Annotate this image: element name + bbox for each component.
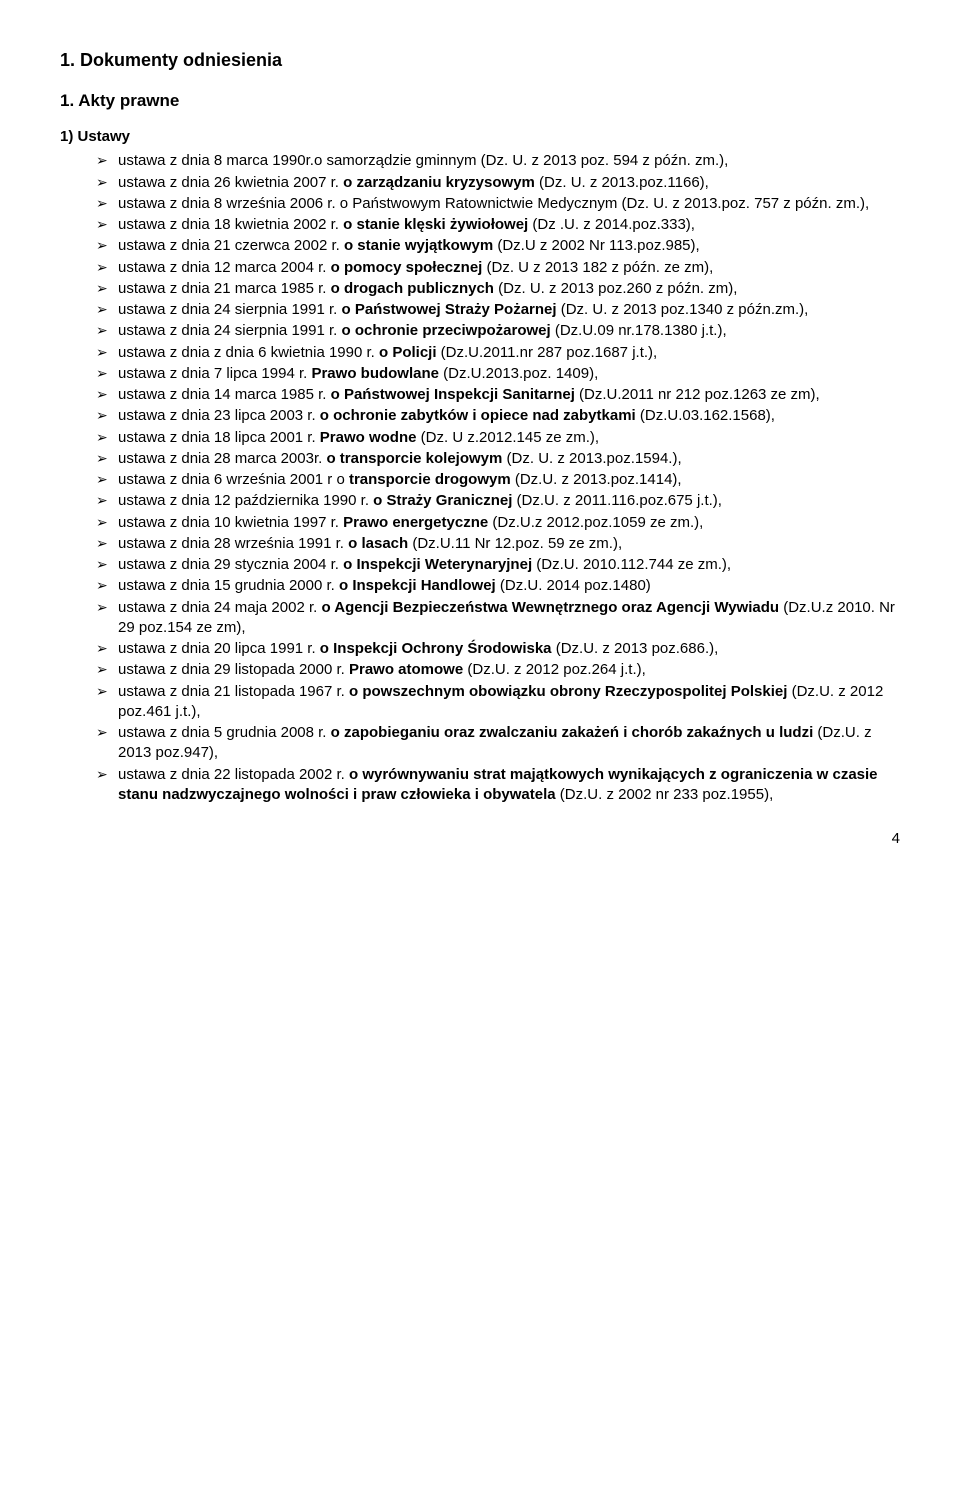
law-item: ustawa z dnia 29 listopada 2000 r. Prawo… (96, 660, 900, 680)
law-item: ustawa z dnia 28 września 1991 r. o lasa… (96, 534, 900, 554)
law-item: ustawa z dnia 21 marca 1985 r. o drogach… (96, 279, 900, 299)
law-item: ustawa z dnia 21 czerwca 2002 r. o stani… (96, 236, 900, 256)
law-item: ustawa z dnia 22 listopada 2002 r. o wyr… (96, 765, 900, 806)
law-item: ustawa z dnia 10 kwietnia 1997 r. Prawo … (96, 513, 900, 533)
law-item: ustawa z dnia 14 marca 1985 r. o Państwo… (96, 385, 900, 405)
law-item: ustawa z dnia 20 lipca 1991 r. o Inspekc… (96, 639, 900, 659)
law-item: ustawa z dnia 29 stycznia 2004 r. o Insp… (96, 555, 900, 575)
page-number: 4 (60, 829, 900, 849)
law-item: ustawa z dnia 28 marca 2003r. o transpor… (96, 449, 900, 469)
law-item: ustawa z dnia 18 lipca 2001 r. Prawo wod… (96, 428, 900, 448)
law-item: ustawa z dnia 12 marca 2004 r. o pomocy … (96, 258, 900, 278)
law-item: ustawa z dnia 23 lipca 2003 r. o ochroni… (96, 406, 900, 426)
law-item: ustawa z dnia 24 sierpnia 1991 r. o ochr… (96, 321, 900, 341)
law-item: ustawa z dnia 26 kwietnia 2007 r. o zarz… (96, 173, 900, 193)
law-item: ustawa z dnia 15 grudnia 2000 r. o Inspe… (96, 576, 900, 596)
law-item: ustawa z dnia 8 września 2006 r. o Państ… (96, 194, 900, 214)
subsection-heading: 1. Akty prawne (60, 90, 900, 113)
law-list: ustawa z dnia 8 marca 1990r.o samorządzi… (60, 151, 900, 805)
law-item: ustawa z dnia 12 października 1990 r. o … (96, 491, 900, 511)
ordinal-heading: 1) Ustawy (60, 127, 900, 147)
law-item: ustawa z dnia 7 lipca 1994 r. Prawo budo… (96, 364, 900, 384)
law-item: ustawa z dnia 24 maja 2002 r. o Agencji … (96, 598, 900, 639)
law-item: ustawa z dnia 6 września 2001 r o transp… (96, 470, 900, 490)
law-item: ustawa z dnia 5 grudnia 2008 r. o zapobi… (96, 723, 900, 764)
law-item: ustawa z dnia 24 sierpnia 1991 r. o Pańs… (96, 300, 900, 320)
law-item: ustawa z dnia 21 listopada 1967 r. o pow… (96, 682, 900, 723)
law-item: ustawa z dnia 8 marca 1990r.o samorządzi… (96, 151, 900, 171)
law-item: ustawa z dnia 18 kwietnia 2002 r. o stan… (96, 215, 900, 235)
law-item: ustawa z dnia z dnia 6 kwietnia 1990 r. … (96, 343, 900, 363)
section-heading: 1. Dokumenty odniesienia (60, 48, 900, 72)
